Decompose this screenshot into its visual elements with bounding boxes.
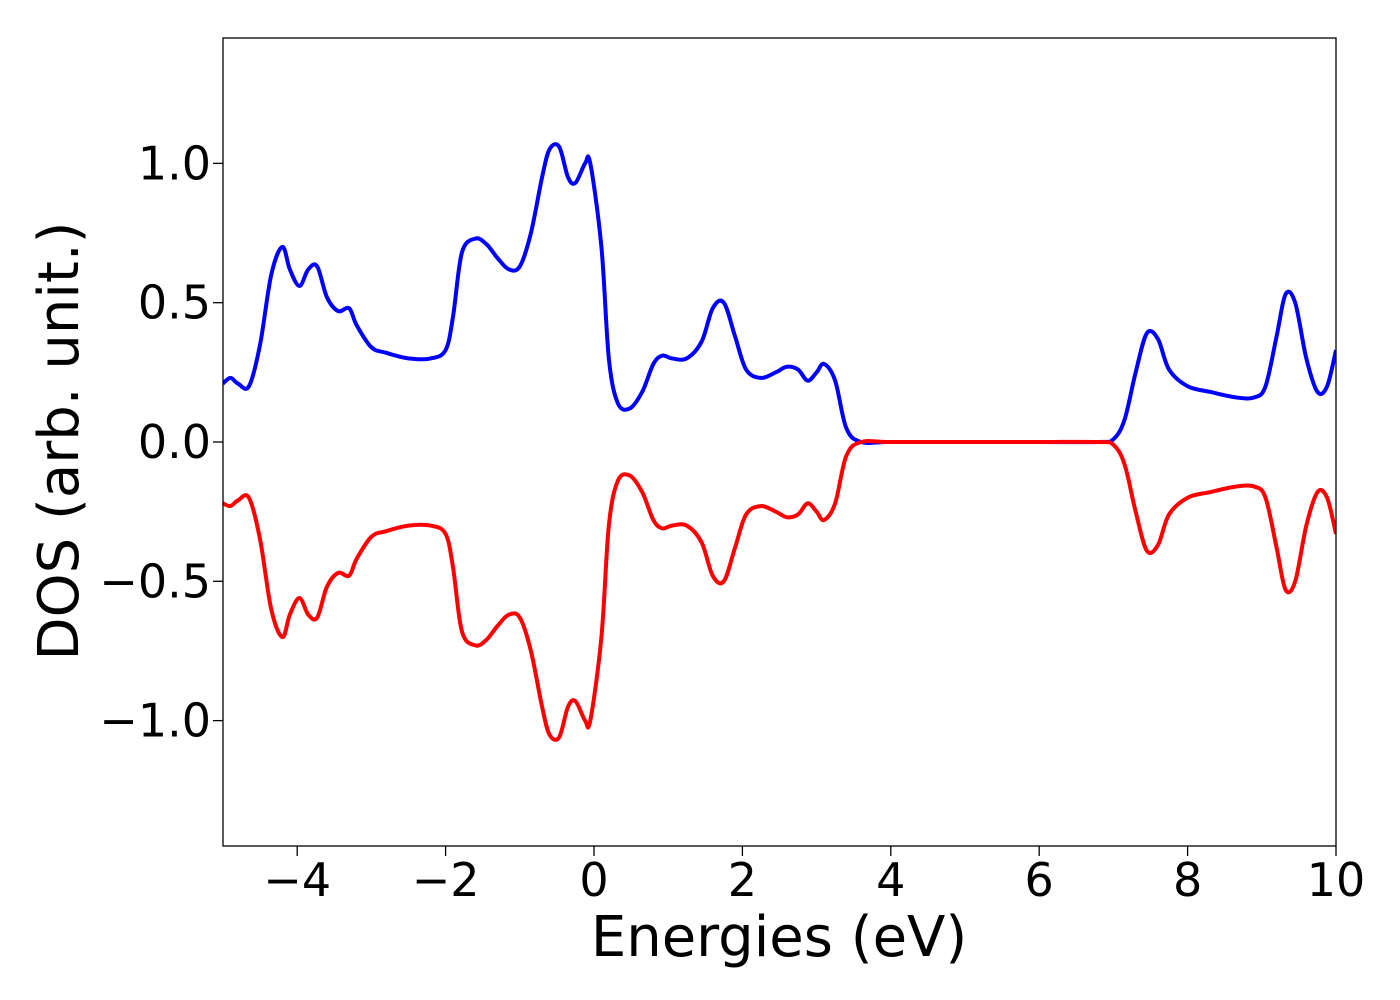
y-tick-label: 1.0 [138,136,211,190]
x-tick-label: 6 [1025,853,1054,907]
x-tick-label: 8 [1173,853,1202,907]
dos-line-red [223,438,1336,742]
y-tick-label: −1.0 [99,694,211,748]
dos-line-blue [223,142,1336,446]
plot-area [222,37,1337,847]
x-tick-label: 2 [728,853,757,907]
x-axis-label: Energies (eV) [591,905,967,970]
x-tick-label: −4 [263,853,331,907]
y-tick-label: 0.0 [138,415,211,469]
y-axis-ticks: −1.0 −0.5 0.0 0.5 1.0 [99,136,223,748]
x-tick-label: −2 [412,853,480,907]
x-axis-ticks: −4 −2 0 2 4 6 8 10 [263,846,1365,907]
plot-frame [222,37,1337,847]
x-tick-label: 10 [1307,853,1366,907]
y-axis-label: DOS (arb. unit.) [27,221,92,660]
x-tick-label: 0 [579,853,608,907]
y-tick-label: −0.5 [99,554,211,608]
y-tick-label: 0.5 [138,276,211,330]
x-tick-label: 4 [876,853,905,907]
